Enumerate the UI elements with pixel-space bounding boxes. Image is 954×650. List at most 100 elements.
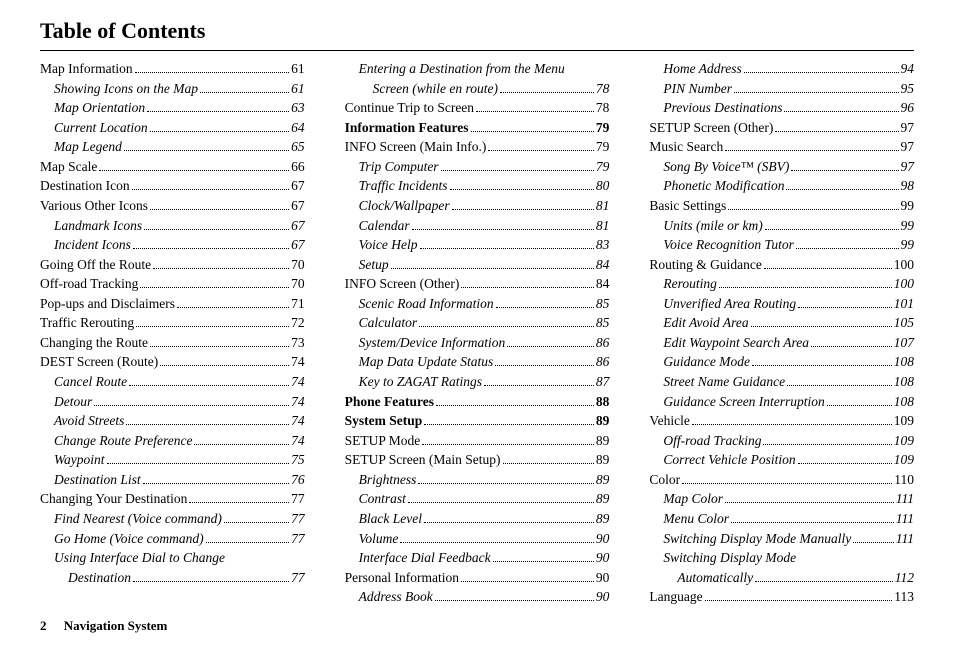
toc-entry-page: 72 (291, 313, 305, 333)
toc-entry-label: Home Address (663, 59, 741, 79)
toc-entry[interactable]: Previous Destinations96 (649, 98, 914, 118)
toc-entry[interactable]: Routing & Guidance100 (649, 255, 914, 275)
toc-entry[interactable]: Color110 (649, 470, 914, 490)
toc-entry-page: 84 (596, 255, 610, 275)
toc-entry[interactable]: Showing Icons on the Map61 (40, 79, 305, 99)
toc-entry[interactable]: Destination List76 (40, 470, 305, 490)
toc-entry[interactable]: Find Nearest (Voice command)77 (40, 509, 305, 529)
toc-entry[interactable]: Edit Avoid Area105 (649, 313, 914, 333)
toc-entry[interactable]: SETUP Screen (Other)97 (649, 118, 914, 138)
toc-entry[interactable]: Destination Icon67 (40, 176, 305, 196)
toc-entry[interactable]: Changing the Route73 (40, 333, 305, 353)
toc-entry[interactable]: Street Name Guidance108 (649, 372, 914, 392)
toc-entry[interactable]: Going Off the Route70 (40, 255, 305, 275)
toc-entry[interactable]: Automatically112 (649, 568, 914, 588)
toc-entry[interactable]: Interface Dial Feedback90 (345, 548, 610, 568)
toc-entry[interactable]: SETUP Screen (Main Setup)89 (345, 450, 610, 470)
toc-entry[interactable]: Contrast89 (345, 489, 610, 509)
toc-entry[interactable]: SETUP Mode89 (345, 431, 610, 451)
toc-entry[interactable]: Calendar81 (345, 216, 610, 236)
toc-entry[interactable]: Vehicle109 (649, 411, 914, 431)
toc-entry[interactable]: Traffic Rerouting72 (40, 313, 305, 333)
toc-entry[interactable]: Map Scale66 (40, 157, 305, 177)
toc-entry[interactable]: Screen (while en route)78 (345, 79, 610, 99)
toc-entry-label: Showing Icons on the Map (54, 79, 198, 99)
toc-entry[interactable]: Menu Color111 (649, 509, 914, 529)
toc-entry[interactable]: Various Other Icons67 (40, 196, 305, 216)
toc-entry[interactable]: Off-road Tracking70 (40, 274, 305, 294)
toc-entry[interactable]: Clock/Wallpaper81 (345, 196, 610, 216)
toc-entry[interactable]: INFO Screen (Main Info.)79 (345, 137, 610, 157)
toc-entry[interactable]: Off-road Tracking109 (649, 431, 914, 451)
toc-entry[interactable]: Personal Information90 (345, 568, 610, 588)
toc-entry[interactable]: Switching Display Mode (649, 548, 914, 568)
toc-entry[interactable]: Language113 (649, 587, 914, 607)
title-rule (40, 50, 914, 51)
toc-entry-label: Map Color (663, 489, 723, 509)
toc-entry[interactable]: Cancel Route74 (40, 372, 305, 392)
toc-entry[interactable]: Unverified Area Routing101 (649, 294, 914, 314)
toc-entry[interactable]: Correct Vehicle Position109 (649, 450, 914, 470)
toc-entry[interactable]: Rerouting100 (649, 274, 914, 294)
toc-entry[interactable]: Voice Recognition Tutor99 (649, 235, 914, 255)
toc-entry-page: 110 (894, 470, 914, 490)
toc-entry[interactable]: Incident Icons67 (40, 235, 305, 255)
toc-entry[interactable]: Voice Help83 (345, 235, 610, 255)
toc-entry[interactable]: Home Address94 (649, 59, 914, 79)
toc-entry[interactable]: Map Legend65 (40, 137, 305, 157)
toc-entry[interactable]: Map Color111 (649, 489, 914, 509)
toc-entry[interactable]: Avoid Streets74 (40, 411, 305, 431)
toc-leader-dots (129, 377, 289, 386)
toc-entry-page: 90 (596, 587, 610, 607)
toc-entry[interactable]: Phone Features88 (345, 392, 610, 412)
toc-entry[interactable]: DEST Screen (Route)74 (40, 352, 305, 372)
toc-entry[interactable]: Destination77 (40, 568, 305, 588)
toc-entry-page: 111 (896, 509, 914, 529)
toc-entry[interactable]: Basic Settings99 (649, 196, 914, 216)
toc-entry[interactable]: Changing Your Destination77 (40, 489, 305, 509)
toc-entry-page: 71 (291, 294, 305, 314)
toc-entry[interactable]: Guidance Mode108 (649, 352, 914, 372)
toc-entry[interactable]: Setup84 (345, 255, 610, 275)
toc-entry[interactable]: Edit Waypoint Search Area107 (649, 333, 914, 353)
toc-entry[interactable]: Information Features79 (345, 118, 610, 138)
toc-entry[interactable]: Traffic Incidents80 (345, 176, 610, 196)
toc-entry[interactable]: Address Book90 (345, 587, 610, 607)
toc-entry[interactable]: Change Route Preference74 (40, 431, 305, 451)
toc-entry[interactable]: Entering a Destination from the Menu (345, 59, 610, 79)
toc-entry[interactable]: Volume90 (345, 529, 610, 549)
toc-leader-dots (728, 201, 898, 210)
toc-entry-page: 67 (291, 235, 305, 255)
toc-entry[interactable]: Using Interface Dial to Change (40, 548, 305, 568)
toc-entry[interactable]: Map Information61 (40, 59, 305, 79)
toc-entry[interactable]: System/Device Information86 (345, 333, 610, 353)
toc-entry[interactable]: PIN Number95 (649, 79, 914, 99)
toc-entry[interactable]: Song By Voice™ (SBV)97 (649, 157, 914, 177)
toc-entry[interactable]: Go Home (Voice command)77 (40, 529, 305, 549)
toc-entry[interactable]: Phonetic Modification98 (649, 176, 914, 196)
toc-entry[interactable]: INFO Screen (Other)84 (345, 274, 610, 294)
toc-entry[interactable]: Detour74 (40, 392, 305, 412)
toc-entry[interactable]: Map Orientation63 (40, 98, 305, 118)
toc-entry-label: Routing & Guidance (649, 255, 761, 275)
toc-entry[interactable]: System Setup89 (345, 411, 610, 431)
toc-entry[interactable]: Waypoint75 (40, 450, 305, 470)
toc-leader-dots (189, 494, 289, 503)
toc-entry[interactable]: Calculator85 (345, 313, 610, 333)
toc-entry[interactable]: Switching Display Mode Manually111 (649, 529, 914, 549)
toc-entry[interactable]: Brightness89 (345, 470, 610, 490)
toc-entry[interactable]: Trip Computer79 (345, 157, 610, 177)
toc-entry[interactable]: Music Search97 (649, 137, 914, 157)
toc-entry[interactable]: Scenic Road Information85 (345, 294, 610, 314)
toc-entry[interactable]: Continue Trip to Screen78 (345, 98, 610, 118)
toc-entry-label: Using Interface Dial to Change (54, 548, 225, 568)
toc-entry[interactable]: Guidance Screen Interruption108 (649, 392, 914, 412)
toc-entry[interactable]: Units (mile or km)99 (649, 216, 914, 236)
toc-entry[interactable]: Landmark Icons67 (40, 216, 305, 236)
toc-entry[interactable]: Map Data Update Status86 (345, 352, 610, 372)
toc-entry[interactable]: Current Location64 (40, 118, 305, 138)
toc-entry-label: SETUP Mode (345, 431, 421, 451)
toc-entry[interactable]: Key to ZAGAT Ratings87 (345, 372, 610, 392)
toc-entry[interactable]: Black Level89 (345, 509, 610, 529)
toc-entry[interactable]: Pop-ups and Disclaimers71 (40, 294, 305, 314)
